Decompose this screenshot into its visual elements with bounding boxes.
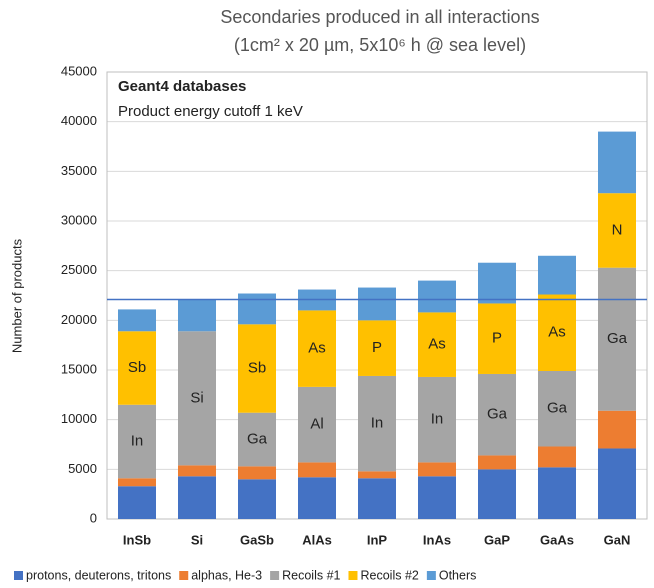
bar-segment (598, 448, 636, 519)
bar-segment (358, 320, 396, 376)
legend-swatch (426, 571, 436, 580)
bar-segment (238, 479, 276, 519)
bar-segment (178, 476, 216, 519)
bar-segment (358, 375, 396, 472)
bar-segment (538, 294, 576, 371)
segment-label: Ga (547, 400, 568, 417)
y-tick-label: 10000 (61, 411, 97, 426)
segment-label: In (371, 415, 384, 432)
bar-segment (478, 455, 516, 470)
segment-label: Sb (128, 359, 146, 376)
segment-label: In (431, 411, 444, 428)
segment-label: Al (310, 416, 323, 433)
bar-segment (598, 410, 636, 449)
bar-segment (118, 478, 156, 487)
bar-segment (298, 310, 336, 387)
legend-label: alphas, He-3 (191, 568, 262, 582)
bar-segment (238, 293, 276, 325)
x-tick-label: InAs (423, 532, 451, 547)
x-tick-label: GaP (484, 532, 510, 547)
y-axis-label: Number of products (9, 238, 24, 353)
segment-label: Ga (247, 431, 268, 448)
x-tick-label: GaSb (240, 532, 274, 547)
segment-label: P (492, 330, 502, 347)
legend-swatch (179, 571, 189, 580)
bar-segment (118, 404, 156, 479)
bar-segment (178, 331, 216, 466)
y-tick-label: 5000 (68, 461, 97, 476)
bar-segment (358, 287, 396, 321)
bar-segment (598, 267, 636, 411)
box-title: Geant4 databases (118, 78, 246, 95)
y-tick-label: 40000 (61, 113, 97, 128)
x-tick-label: GaN (604, 532, 631, 547)
bar-segment (118, 331, 156, 405)
legend-label: Others (439, 568, 477, 582)
bar-segment (478, 303, 516, 374)
x-tick-label: InP (367, 532, 388, 547)
bar-segment (298, 477, 336, 519)
segment-label: P (372, 339, 382, 356)
segment-label: As (428, 336, 446, 353)
y-tick-label: 35000 (61, 163, 97, 178)
bar-segment (178, 465, 216, 477)
legend-swatch (270, 571, 280, 580)
bar-segment (538, 467, 576, 519)
y-tick-label: 30000 (61, 212, 97, 227)
bar-segment (598, 193, 636, 268)
x-tick-label: AlAs (302, 532, 332, 547)
bar-segment (478, 373, 516, 456)
bar-segment (238, 466, 276, 480)
bar-segment (598, 131, 636, 194)
segment-label: As (548, 324, 566, 341)
bar-segment (178, 299, 216, 332)
segment-label: Si (190, 389, 203, 406)
legend-swatch (14, 571, 23, 580)
bar-segment (418, 376, 456, 463)
bar-segment (118, 309, 156, 332)
legend-label: Recoils #1 (282, 568, 340, 582)
bar-segment (478, 262, 516, 304)
chart-subtitle: (1cm² x 20 µm, 5x10⁶ h @ sea level) (234, 35, 526, 55)
bar-segment (538, 255, 576, 295)
x-tick-label: Si (191, 532, 203, 547)
y-tick-label: 15000 (61, 361, 97, 376)
segment-label: Ga (487, 406, 508, 423)
segment-label: Ga (607, 330, 628, 347)
bar-segment (478, 469, 516, 519)
segment-label: In (131, 432, 144, 449)
bar-segment (418, 312, 456, 377)
x-tick-label: InSb (123, 532, 151, 547)
bar-segment (358, 478, 396, 519)
bar-segment (538, 446, 576, 468)
bar-segment (538, 370, 576, 447)
segment-label: Sb (248, 359, 266, 376)
legend-label: Recoils #2 (360, 568, 418, 582)
bar-segment (418, 462, 456, 477)
y-tick-label: 45000 (61, 63, 97, 78)
y-tick-label: 25000 (61, 262, 97, 277)
bar-segment (238, 412, 276, 467)
bar-segment (298, 386, 336, 463)
bar-segment (298, 462, 336, 478)
segment-label: As (308, 340, 326, 357)
legend-label: protons, deuterons, tritons (26, 568, 171, 582)
y-tick-label: 20000 (61, 312, 97, 327)
y-tick-label: 0 (90, 510, 97, 525)
chart-title: Secondaries produced in all interactions (220, 7, 539, 27)
bar-segment (118, 486, 156, 519)
bar-segment (418, 280, 456, 313)
box-text: Product energy cutoff 1 keV (118, 103, 303, 120)
x-tick-label: GaAs (540, 532, 574, 547)
bar-segment (418, 476, 456, 519)
segment-label: N (612, 221, 623, 238)
bar-segment (358, 471, 396, 479)
bar-segment (238, 324, 276, 413)
legend-swatch (348, 571, 358, 580)
